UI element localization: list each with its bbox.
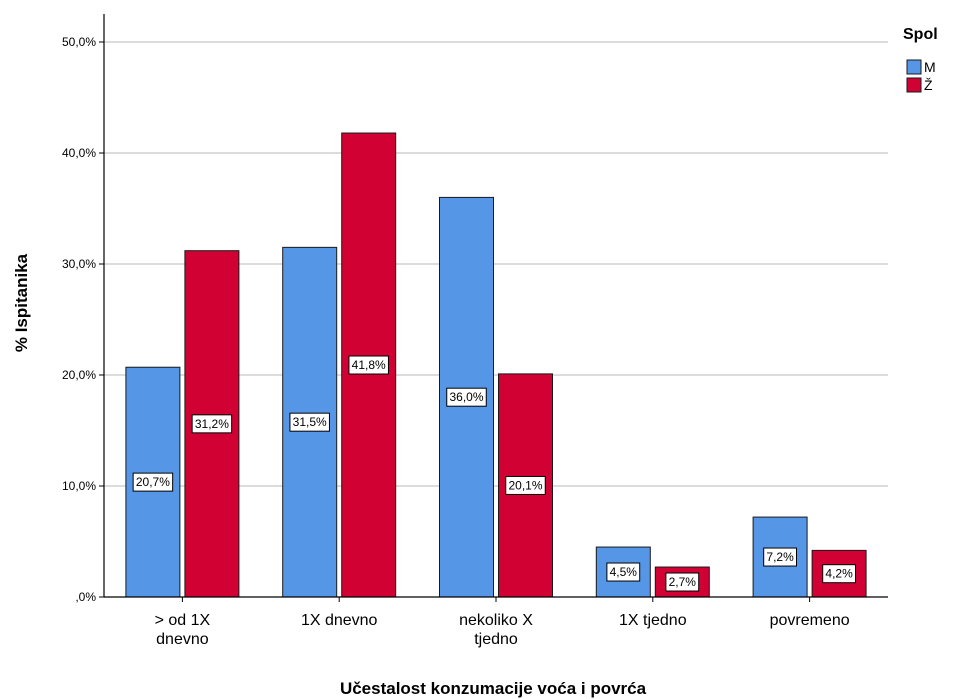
x-category-label: 1X dnevno — [301, 612, 378, 629]
data-label-box — [606, 562, 641, 582]
data-labels: 20,7% 31,2% 31,5% 41,8% 36,0% 20,1% 4,5% 2,7% 7,… — [132, 355, 857, 592]
y-tick-label: 50,0% — [62, 35, 96, 49]
data-label-box — [665, 572, 700, 592]
legend-swatch-Ž — [906, 77, 922, 93]
y-axis-ticks: ,0% 10,0% 20,0% 30,0% 40,0% 50,0% — [62, 35, 104, 604]
y-tick-label: ,0% — [75, 590, 96, 604]
data-label: 41,8% — [352, 358, 386, 372]
data-label: 4,2% — [825, 567, 853, 581]
data-label: 20,7% — [136, 475, 170, 489]
data-label: 2,7% — [669, 575, 697, 589]
data-label: 4,5% — [610, 565, 638, 579]
legend-label: M — [924, 59, 936, 75]
data-label-box — [191, 414, 233, 434]
bars — [125, 132, 867, 598]
x-category-label: 1X tjedno — [619, 612, 687, 629]
bar-M-3 — [595, 546, 651, 598]
data-label-box — [132, 472, 174, 492]
x-category-label: povremeno — [770, 612, 850, 629]
data-label: 20,1% — [508, 478, 542, 492]
data-label-box — [763, 547, 798, 567]
data-label-box — [822, 564, 857, 584]
legend-title: Spol — [903, 26, 938, 43]
data-label: 7,2% — [766, 550, 794, 564]
y-tick-label: 40,0% — [62, 146, 96, 160]
data-label: 31,5% — [293, 415, 327, 429]
x-axis-title: Učestalost konzumacije voća i povrća — [340, 679, 647, 698]
y-axis-title: % Ispitanika — [12, 253, 31, 352]
data-label: 31,2% — [195, 417, 229, 431]
legend-label: Ž — [924, 77, 933, 93]
legend: Spol MŽ — [903, 26, 938, 93]
data-label-box — [446, 387, 487, 407]
data-label-box — [348, 355, 389, 375]
legend-swatch-M — [906, 59, 922, 75]
data-label: 36,0% — [449, 390, 483, 404]
x-category-label: > od 1X dnevno — [155, 612, 211, 648]
y-tick-label: 10,0% — [62, 479, 96, 493]
y-tick-label: 20,0% — [62, 368, 96, 382]
y-tick-label: 30,0% — [62, 257, 96, 271]
data-label-box — [289, 412, 330, 432]
data-label-box — [505, 475, 546, 495]
